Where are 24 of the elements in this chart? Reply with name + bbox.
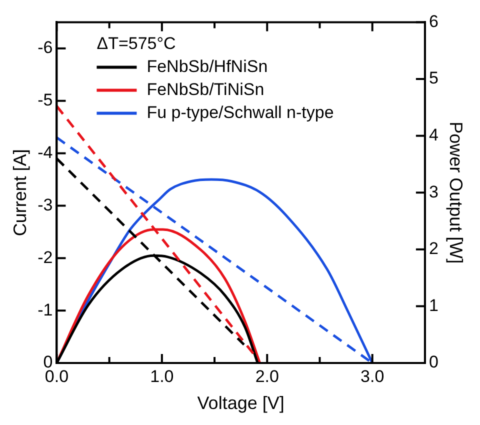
y-tick-label: -3: [38, 195, 53, 214]
y-tick-label: -1: [38, 300, 53, 320]
y-tick-label: -2: [38, 248, 53, 267]
x-axis-title: Voltage [V]: [197, 393, 284, 414]
y-tick-label: -6: [38, 38, 53, 58]
y2-tick-label: 4: [428, 125, 438, 144]
y2-tick-label: 1: [428, 296, 438, 315]
y-axis-title: Current [A]: [10, 149, 30, 236]
legend-label: FeNbSb/TiNiSn: [146, 80, 264, 99]
x-tick-label: 0.0: [44, 366, 69, 386]
y2-tick-label: 0: [428, 352, 438, 372]
y-tick-label: -5: [38, 90, 53, 110]
y2-axis-title: Power Output [W]: [446, 122, 466, 264]
y-tick-label: -4: [38, 142, 53, 162]
y2-tick-label: 6: [428, 12, 438, 31]
x-tick-label: 2.0: [255, 366, 279, 386]
legend-title: ΔT=575°C: [96, 34, 176, 53]
y2-tick-label: 3: [428, 182, 438, 202]
legend-label: Fu p-type/Schwall n-type: [146, 102, 334, 122]
x-tick-label: 3.0: [360, 366, 384, 386]
y2-tick-label: 5: [428, 68, 438, 88]
y2-tick-label: 2: [428, 239, 438, 258]
x-tick-label: 1.0: [150, 366, 174, 386]
legend-label: FeNbSb/HfNiSn: [146, 56, 268, 76]
